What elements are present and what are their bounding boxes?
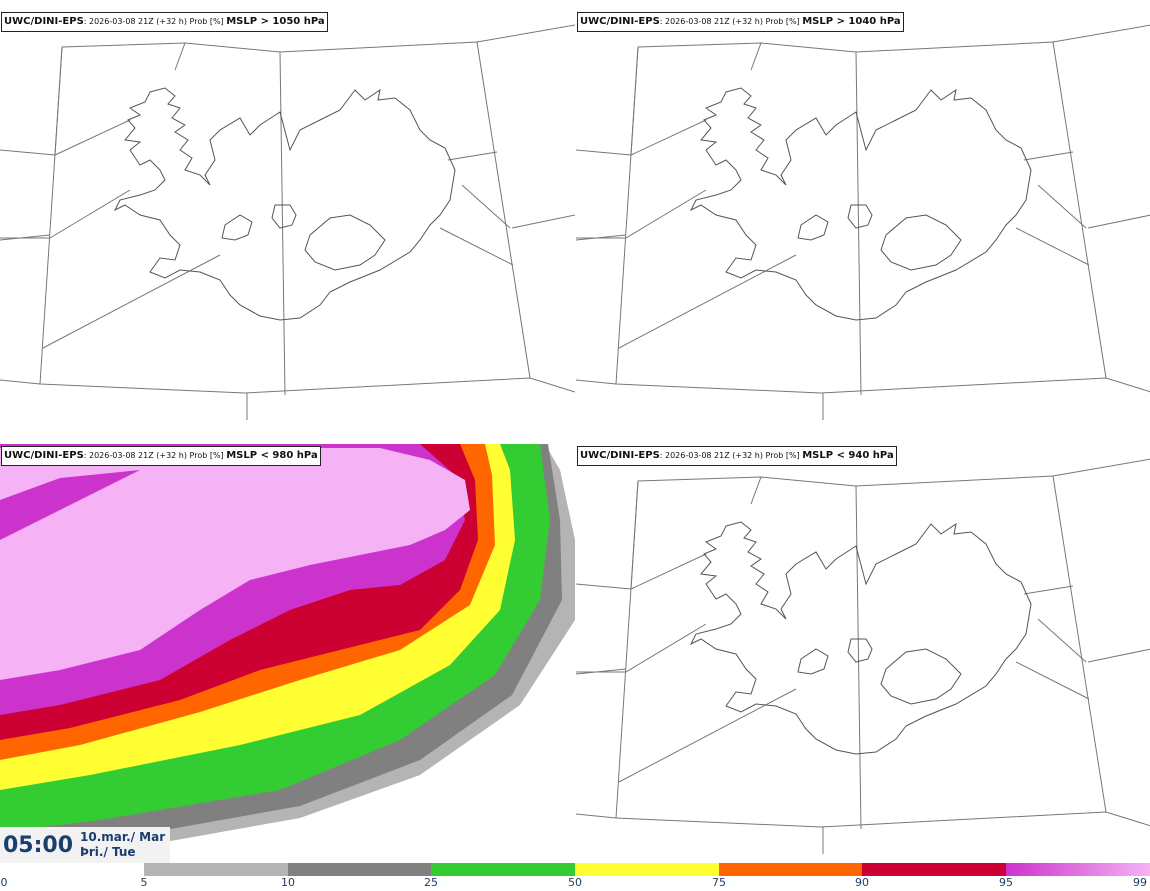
valid-time-box xyxy=(0,827,170,863)
panel-title: UWC/DINI-EPS: 2026-03-08 21Z (+32 h) Pro… xyxy=(1,12,328,32)
map-panel-mslp-gt-1050: UWC/DINI-EPS: 2026-03-08 21Z (+32 h) Pro… xyxy=(0,0,575,420)
colorbar-tick: 5 xyxy=(140,876,148,889)
colorbar-segment xyxy=(862,863,1006,876)
valid-date: 10.mar./ Mar xyxy=(80,830,166,844)
map-canvas xyxy=(576,458,1150,854)
colorbar-segment xyxy=(288,863,431,876)
panel-title: UWC/DINI-EPS: 2026-03-08 21Z (+32 h) Pro… xyxy=(577,12,904,32)
probability-field xyxy=(0,444,575,864)
colorbar-tick: 75 xyxy=(712,876,726,889)
panel-title: UWC/DINI-EPS: 2026-03-08 21Z (+32 h) Pro… xyxy=(577,446,897,466)
colorbar-segment xyxy=(575,863,719,876)
map-panel-mslp-lt-940: UWC/DINI-EPS: 2026-03-08 21Z (+32 h) Pro… xyxy=(576,434,1150,854)
colorbar-tick: 99 xyxy=(1133,876,1147,889)
colorbar-tick: 0 xyxy=(0,876,8,889)
colorbar-tick: 95 xyxy=(999,876,1013,889)
colorbar-tick: 50 xyxy=(568,876,582,889)
map-panel-mslp-gt-1040: UWC/DINI-EPS: 2026-03-08 21Z (+32 h) Pro… xyxy=(576,0,1150,420)
colorbar-segment xyxy=(1006,863,1150,876)
valid-time: 05:00 xyxy=(3,833,74,858)
colorbar-tick: 25 xyxy=(424,876,438,889)
colorbar-segment xyxy=(431,863,575,876)
map-canvas xyxy=(576,24,1150,420)
colorbar-tick: 90 xyxy=(855,876,869,889)
prob-band-99 xyxy=(0,448,470,680)
colorbar-tick: 10 xyxy=(281,876,295,889)
panel-title: UWC/DINI-EPS: 2026-03-08 21Z (+32 h) Pro… xyxy=(1,446,321,466)
prob-band-95-nw xyxy=(0,470,140,540)
colorbar-segment xyxy=(144,863,288,876)
colorbar-segment xyxy=(0,863,144,876)
valid-weekday: Þri./ Tue xyxy=(80,845,136,859)
map-panel-mslp-lt-980: UWC/DINI-EPS: 2026-03-08 21Z (+32 h) Pro… xyxy=(0,444,575,864)
map-canvas xyxy=(0,24,575,420)
colorbar-segment xyxy=(719,863,862,876)
